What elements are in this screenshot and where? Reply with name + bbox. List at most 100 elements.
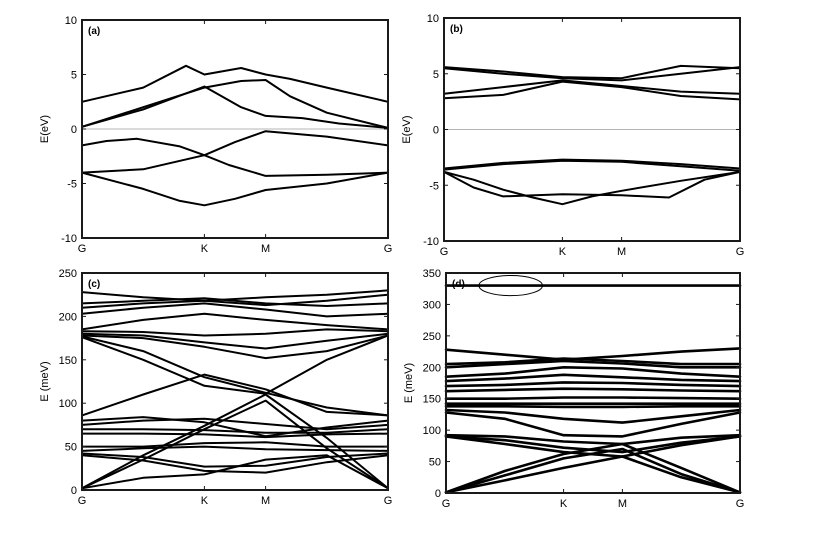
y-tick-label: 5 [71, 70, 77, 82]
band-line [81, 130, 389, 174]
y-tick-label: 5 [433, 69, 439, 81]
y-tick-label: 100 [59, 398, 77, 410]
x-tick-label: K [560, 498, 568, 510]
band-line [444, 411, 742, 438]
y-tick-label: -5 [429, 180, 439, 192]
band-line [81, 79, 389, 129]
plot-frame [443, 17, 741, 242]
band-line [81, 373, 389, 417]
panel-label: (b) [450, 24, 463, 35]
y-tick-label: 0 [71, 124, 77, 136]
band-line [444, 442, 742, 494]
x-tick-label: G [78, 243, 87, 255]
band-line [443, 158, 741, 170]
band-line [444, 405, 742, 409]
y-tick-label: 0 [71, 485, 77, 497]
band-line [443, 66, 741, 82]
band-line [444, 433, 742, 446]
band-line [81, 85, 389, 129]
plot-frame [81, 272, 389, 491]
band-line [444, 387, 742, 393]
x-tick-label: M [261, 243, 270, 255]
band-line [81, 293, 389, 309]
band-line [81, 335, 389, 417]
band-line [81, 302, 389, 318]
x-tick-label: M [618, 498, 627, 510]
band-line [81, 393, 389, 490]
y-tick-label: 50 [429, 457, 441, 469]
band-line [81, 171, 389, 207]
plot-frame [445, 272, 741, 494]
band-line [81, 432, 389, 439]
x-tick-label: G [78, 495, 87, 507]
y-tick-label: 150 [423, 394, 441, 406]
x-tick-label: G [442, 498, 451, 510]
band-line [81, 64, 389, 103]
y-tick-label: 0 [433, 125, 439, 137]
panel-label: (d) [452, 279, 465, 290]
band-line [444, 447, 742, 494]
band-line [444, 357, 742, 366]
panel-label: (c) [88, 279, 100, 290]
y-tick-label: 250 [59, 268, 77, 280]
panel-label: (a) [88, 26, 100, 37]
x-tick-label: G [736, 498, 745, 510]
band-line [444, 381, 742, 388]
band-line [444, 359, 742, 369]
y-tick-label: 200 [423, 362, 441, 374]
x-tick-label: G [736, 246, 745, 258]
band-line [81, 297, 389, 307]
y-axis-label: E(eV) [39, 115, 51, 143]
highlight-ellipse [478, 275, 543, 297]
band-line [443, 170, 741, 206]
band-line [444, 366, 742, 378]
band-line [81, 312, 389, 331]
y-tick-label: 0 [435, 488, 441, 500]
band-line [81, 334, 389, 360]
y-tick-label: 250 [423, 331, 441, 343]
y-axis-label: E(eV) [401, 115, 413, 143]
band-line [443, 159, 741, 172]
x-tick-label: G [384, 495, 393, 507]
band-line [81, 417, 389, 431]
band-line [444, 347, 742, 361]
y-tick-label: -10 [61, 233, 77, 245]
x-tick-label: K [201, 243, 209, 255]
x-tick-label: K [201, 495, 209, 507]
y-tick-label: 300 [423, 299, 441, 311]
y-tick-label: -10 [423, 236, 439, 248]
band-line [81, 399, 389, 490]
band-line [443, 80, 741, 101]
band-line [444, 396, 742, 400]
band-line [443, 170, 741, 199]
band-line [443, 79, 741, 95]
band-line [443, 64, 741, 80]
y-tick-label: 10 [65, 15, 77, 27]
y-axis-label: E (meV) [403, 363, 415, 403]
band-line [444, 408, 742, 424]
plot-frame [81, 19, 389, 239]
band-line [81, 445, 389, 452]
x-tick-label: G [440, 246, 449, 258]
x-tick-label: G [384, 243, 393, 255]
y-tick-label: -5 [67, 179, 77, 191]
y-tick-label: 100 [423, 425, 441, 437]
band-line [81, 332, 389, 350]
y-axis-label: E (meV) [39, 361, 51, 401]
band-line [81, 328, 389, 337]
y-tick-label: 10 [427, 13, 439, 25]
x-tick-label: M [617, 246, 626, 258]
band-line [81, 416, 389, 438]
band-line [81, 334, 389, 395]
y-tick-label: 350 [423, 268, 441, 280]
band-line [444, 455, 742, 494]
band-line [444, 373, 742, 383]
band-line [81, 428, 389, 434]
y-tick-label: 200 [59, 311, 77, 323]
y-tick-label: 150 [59, 355, 77, 367]
x-tick-label: K [559, 246, 567, 258]
